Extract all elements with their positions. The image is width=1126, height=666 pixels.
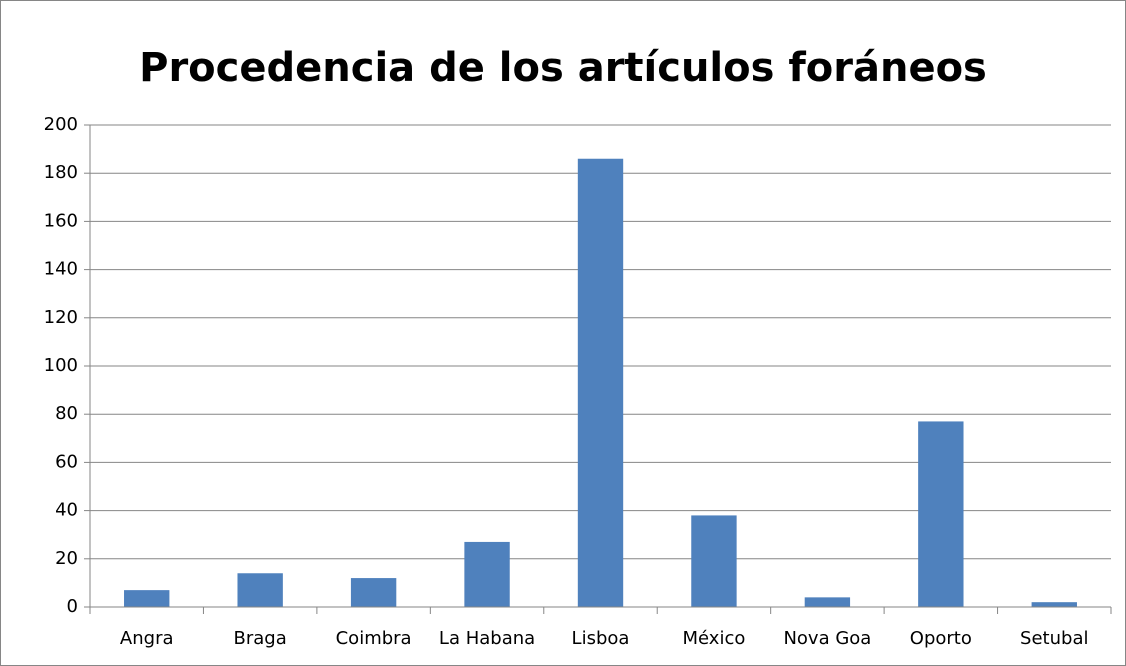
bar	[124, 590, 170, 607]
x-tick-label: Lisboa	[572, 628, 630, 649]
y-tick-label: 100	[44, 355, 78, 376]
x-tick-label: La Habana	[439, 628, 535, 649]
y-tick-label: 0	[67, 596, 78, 617]
bar	[464, 541, 510, 607]
y-tick-label: 120	[44, 307, 78, 328]
x-tick-label: Oporto	[910, 628, 972, 649]
x-tick-label: Angra	[120, 628, 174, 649]
y-tick-label: 200	[44, 114, 78, 135]
y-tick-label: 140	[44, 259, 78, 280]
y-tick-label: 80	[55, 403, 78, 424]
y-tick-label: 20	[55, 548, 78, 569]
bar	[691, 515, 737, 607]
bar	[918, 421, 964, 607]
x-tick-label: México	[683, 628, 746, 649]
bar	[804, 597, 851, 607]
x-tick-label: Setubal	[1020, 628, 1088, 649]
x-tick-label: Nova Goa	[783, 628, 871, 649]
x-tick-label: Braga	[234, 628, 287, 649]
y-tick-label: 180	[44, 162, 78, 183]
bar	[237, 573, 283, 607]
bar	[350, 578, 397, 607]
y-tick-label: 60	[55, 451, 78, 472]
y-tick-label: 40	[55, 500, 78, 521]
bar	[1031, 602, 1077, 607]
bar	[577, 158, 624, 608]
chart-title: Procedencia de los artículos foráneos	[139, 45, 987, 91]
y-tick-label: 160	[44, 210, 78, 231]
x-tick-label: Coimbra	[336, 628, 412, 649]
